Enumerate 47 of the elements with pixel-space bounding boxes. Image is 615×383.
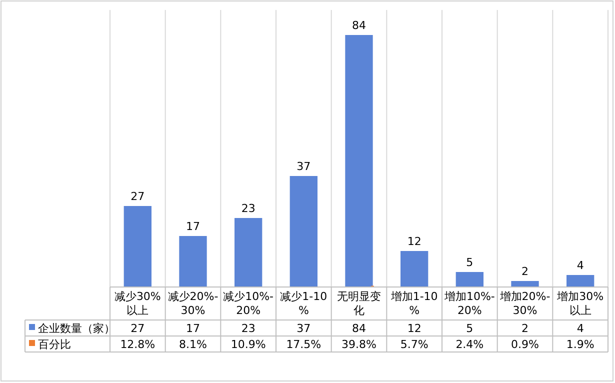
- bar: [400, 251, 428, 287]
- data-label: 12.8%: [120, 338, 156, 351]
- data-label: 23: [241, 322, 256, 335]
- text: 23: [241, 202, 256, 215]
- text: 12: [407, 235, 422, 248]
- x-tick-label: 增加20%-30%: [498, 290, 550, 317]
- text: 37: [296, 160, 311, 173]
- x-tick-label: 减少1-10%: [280, 290, 328, 317]
- data-label: 37: [296, 322, 311, 335]
- data-label: 5: [466, 322, 474, 335]
- bar: [290, 176, 318, 287]
- data-label: 84: [352, 322, 366, 335]
- data-label: 27: [130, 322, 145, 335]
- bar: [234, 218, 262, 287]
- data-label: 4: [576, 322, 584, 335]
- text: 17: [186, 220, 200, 233]
- text: 27: [130, 190, 145, 203]
- data-label: 39.8%: [342, 338, 376, 351]
- text: 2: [522, 265, 528, 278]
- text: 84: [352, 19, 366, 32]
- x-tick-label: 减少30%以上: [114, 290, 161, 317]
- data-label: 17.5%: [286, 338, 322, 351]
- x-tick-label: 无明显变化: [337, 290, 381, 317]
- data-label: 1.9%: [566, 338, 594, 351]
- legend-label: 百分比: [38, 338, 71, 351]
- data-label: 8.1%: [179, 338, 207, 351]
- bar: [345, 35, 373, 287]
- bar: [511, 281, 539, 287]
- legend-label: 企业数量（家）: [38, 322, 115, 335]
- data-label: 2.4%: [456, 338, 484, 351]
- x-tick-label: 减少10%-20%: [223, 290, 274, 317]
- data-label: 17: [186, 322, 200, 335]
- bar: [124, 206, 152, 287]
- x-tick-label: 增加30%以上: [556, 290, 604, 317]
- text: 5: [466, 256, 474, 269]
- data-label: 10.9%: [230, 338, 266, 351]
- bar: [179, 236, 207, 287]
- data-label: 2: [522, 322, 528, 335]
- x-tick-label: 增加10%-20%: [443, 290, 495, 317]
- text: 4: [576, 259, 584, 272]
- x-tick-label: 减少20%-30%: [168, 290, 218, 317]
- x-tick-label: 增加1-10%: [390, 290, 438, 317]
- bar: [566, 275, 594, 287]
- data-label: 0.9%: [511, 338, 539, 351]
- data-label: 12: [407, 322, 422, 335]
- data-label: 5.7%: [400, 338, 428, 351]
- bar: [456, 272, 484, 287]
